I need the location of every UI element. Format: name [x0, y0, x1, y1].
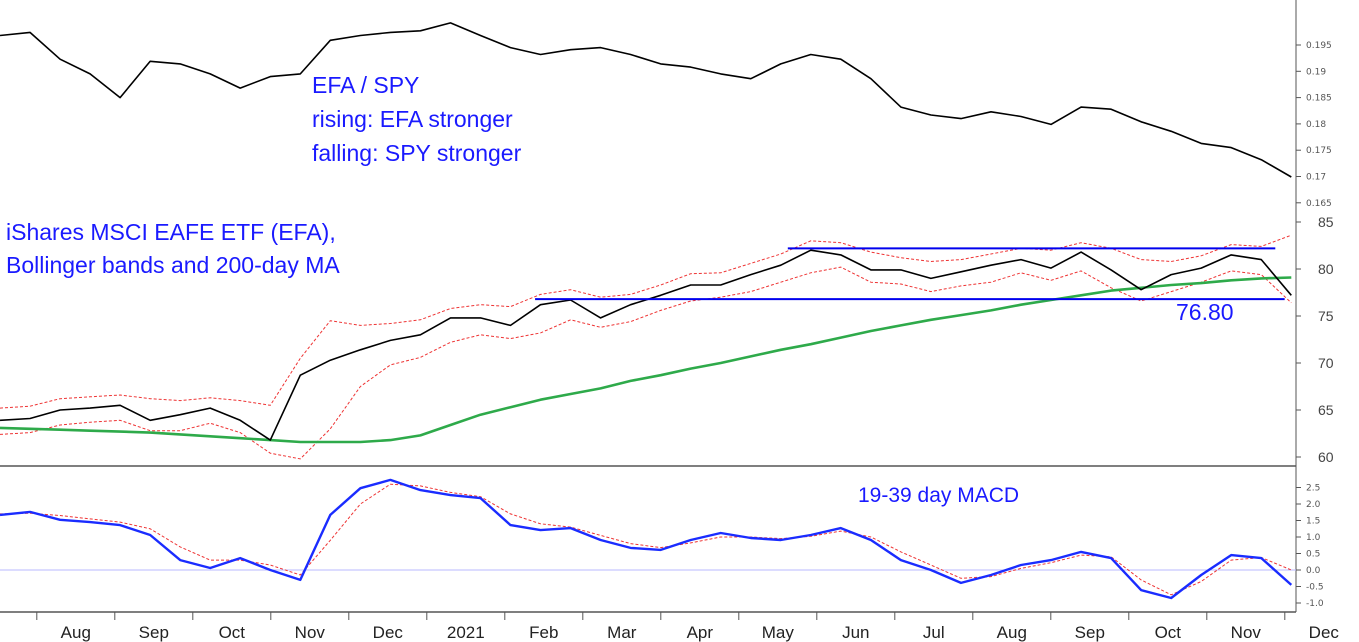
y-tick-label: 0.185	[1306, 94, 1332, 104]
x-tick-label: Aug	[997, 623, 1027, 642]
y-tick-label: 0.18	[1306, 120, 1326, 130]
y-tick-label: 80	[1318, 261, 1334, 277]
y-tick-label: 0.165	[1306, 199, 1332, 209]
ratio-annotation-falling: falling: SPY stronger	[312, 140, 522, 166]
efa-spy-ratio-line	[0, 22, 1292, 178]
x-tick-label: Dec	[1309, 623, 1340, 642]
y-tick-label: 75	[1318, 308, 1334, 324]
y-tick-label: 0.195	[1306, 41, 1332, 51]
y-tick-label: 0.19	[1306, 67, 1326, 77]
bollinger-upper-line	[0, 234, 1292, 409]
macd-line	[0, 478, 1293, 600]
price-panel-title: iShares MSCI EAFE ETF (EFA),	[6, 219, 336, 245]
y-tick-label: 65	[1318, 402, 1334, 418]
price-panel-subtitle: Bollinger bands and 200-day MA	[6, 252, 340, 278]
bollinger-lower-line	[0, 266, 1292, 460]
x-tick-label: Jun	[842, 623, 869, 642]
y-tick-label: 60	[1318, 449, 1334, 465]
y-tick-label: 1.5	[1306, 517, 1320, 527]
x-tick-label: Oct	[1155, 623, 1182, 642]
y-tick-label: 0.0	[1306, 566, 1321, 576]
y-tick-label: -0.5	[1306, 583, 1324, 593]
x-tick-label: Jul	[923, 623, 945, 642]
x-tick-label: Dec	[373, 623, 404, 642]
x-tick-label: Sep	[1075, 623, 1105, 642]
y-tick-label: 0.17	[1306, 173, 1326, 183]
y-tick-label: 70	[1318, 355, 1334, 371]
200-day-ma-line	[0, 276, 1292, 444]
ratio-annotation-title: EFA / SPY	[312, 72, 419, 98]
x-tick-label: 2021	[447, 623, 485, 642]
x-tick-label: Mar	[607, 623, 637, 642]
x-tick-label: May	[762, 623, 795, 642]
y-tick-label: 0.175	[1306, 146, 1332, 156]
x-tick-label: Aug	[61, 623, 91, 642]
x-tick-label: Nov	[295, 623, 326, 642]
signal-line	[0, 483, 1292, 596]
x-tick-label: Oct	[219, 623, 246, 642]
y-tick-label: 2.0	[1306, 500, 1321, 510]
x-tick-label: Nov	[1231, 623, 1262, 642]
y-tick-label: 85	[1318, 214, 1334, 230]
panel-frames	[0, 0, 1297, 613]
y-tick-label: 1.0	[1306, 533, 1321, 543]
y-tick-label: -1.0	[1306, 599, 1324, 609]
x-tick-label: Apr	[687, 623, 714, 642]
efa-line	[0, 249, 1292, 441]
x-tick-label: Sep	[139, 623, 169, 642]
macd-panel-title: 19-39 day MACD	[858, 484, 1019, 507]
support-level-label: 76.80	[1176, 299, 1234, 325]
y-tick-label: 2.5	[1306, 484, 1320, 494]
ratio-annotation-rising: rising: EFA stronger	[312, 106, 513, 132]
x-tick-label: Feb	[529, 623, 558, 642]
y-tick-label: 0.5	[1306, 550, 1320, 560]
